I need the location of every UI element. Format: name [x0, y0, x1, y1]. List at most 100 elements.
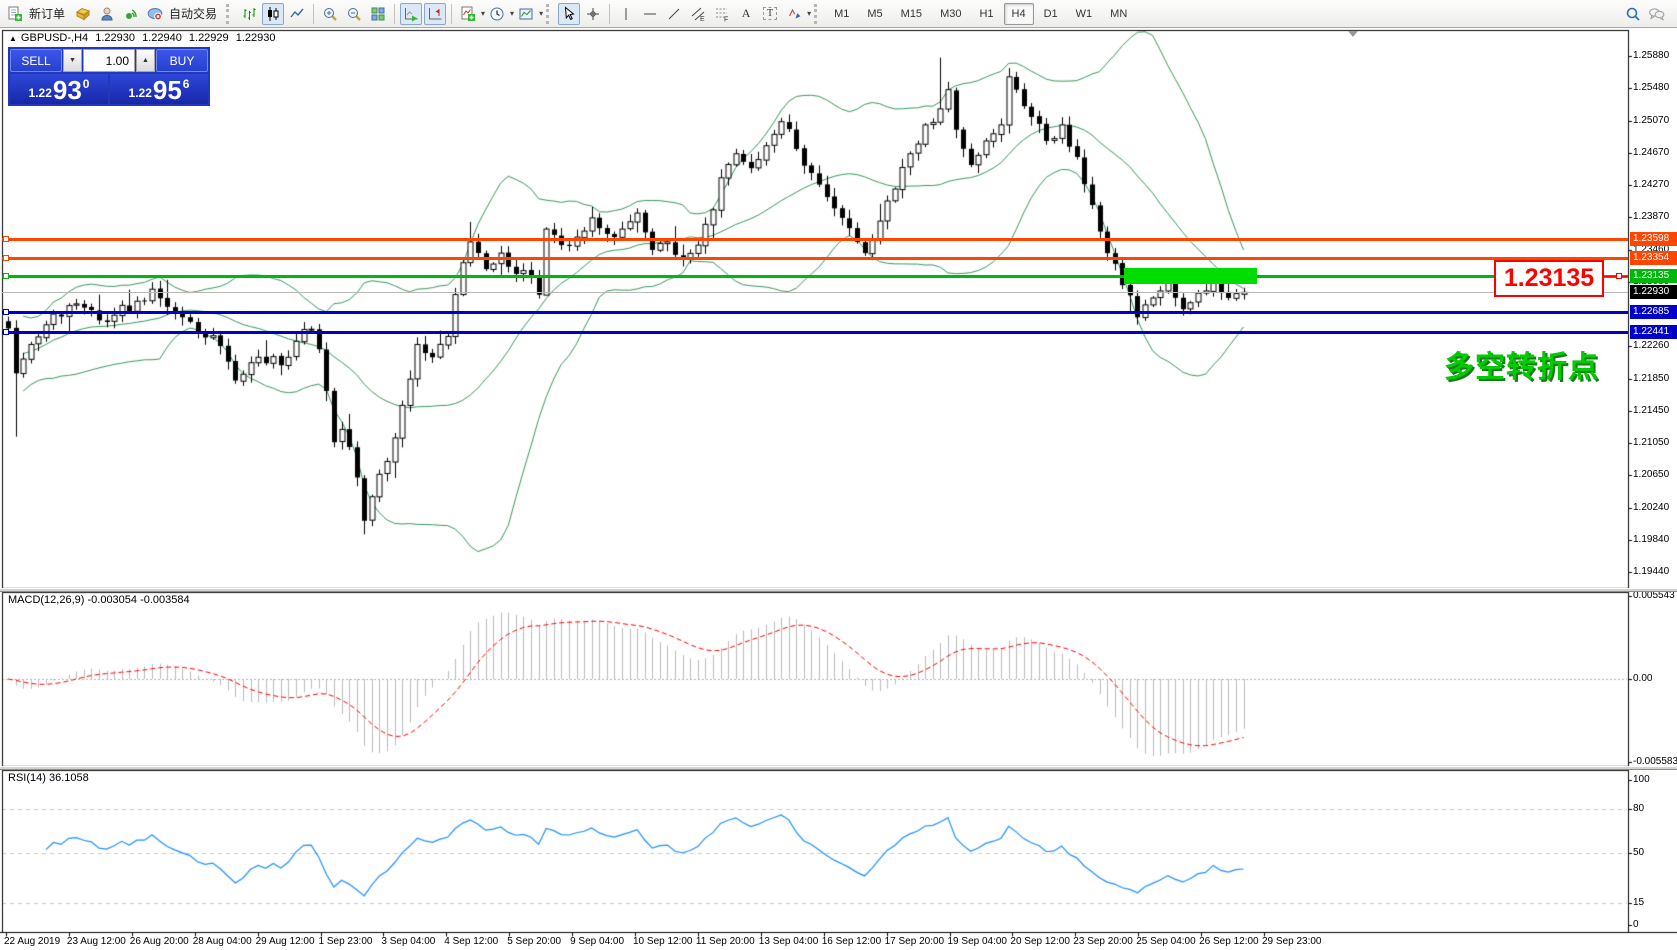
crosshair-icon[interactable]: [582, 3, 604, 25]
timeframe-button-m5[interactable]: M5: [867, 7, 883, 20]
horizontal-level-line[interactable]: [2, 331, 1628, 334]
symbol-name: GBPUSD-,H4: [20, 32, 89, 44]
candlestick-mode-icon[interactable]: [262, 2, 285, 25]
one-click-trading-panel: SELL ▼ ▲ BUY 1.22 93 0 1.22 95 6: [8, 47, 210, 106]
level-line-handle[interactable]: [3, 309, 9, 315]
zoom-in-icon[interactable]: [319, 3, 341, 25]
volume-input[interactable]: [83, 49, 135, 72]
timeframe-button-d1[interactable]: D1: [1043, 7, 1058, 20]
indicators-icon[interactable]: [457, 3, 479, 25]
time-tick-label: 20 Sep 12:00: [1010, 936, 1070, 947]
volume-increase-button[interactable]: ▲: [136, 49, 155, 72]
chat-icon[interactable]: [1646, 3, 1668, 25]
pane-separator[interactable]: [0, 588, 1677, 592]
fibonacci-retracement-icon[interactable]: F: [711, 3, 733, 25]
new-order-label[interactable]: 新订单: [29, 7, 66, 21]
chart-plot-surface[interactable]: [0, 28, 1677, 950]
current-price-tag: 1.22930: [1630, 285, 1677, 299]
line-chart-mode-icon[interactable]: [286, 3, 308, 25]
new-order-icon[interactable]: [4, 3, 26, 25]
signals-icon[interactable]: [120, 3, 142, 25]
bar-chart-mode-icon[interactable]: [238, 3, 260, 25]
buy-button[interactable]: BUY: [156, 49, 208, 72]
arrows-tool-icon[interactable]: [783, 3, 805, 25]
price-axis-tag: 1.22441: [1630, 325, 1677, 339]
chinese-annotation-text[interactable]: 多空转折点: [1444, 351, 1599, 384]
timeframe-button-m30[interactable]: M30: [940, 7, 962, 20]
callout-connector-line: [1600, 276, 1628, 277]
bid-price[interactable]: 1.22 93 0: [10, 74, 108, 104]
equidistant-channel-icon[interactable]: E: [687, 3, 709, 25]
ohlc-open: 1.22930: [95, 32, 135, 44]
rsi-title: RSI(14): [8, 772, 46, 784]
text-label-tool-icon[interactable]: T: [759, 3, 781, 25]
ohlc-close: 1.22930: [235, 32, 276, 44]
time-tick-label: 23 Sep 20:00: [1073, 936, 1133, 947]
vertical-line-icon[interactable]: [615, 3, 637, 25]
text-tool-icon[interactable]: A: [741, 6, 751, 20]
macd-signal-value: -0.003584: [140, 594, 190, 606]
auto-trading-label[interactable]: 自动交易: [169, 7, 218, 21]
macd-title: MACD(12,26,9): [8, 594, 85, 606]
price-tick-label: 1.25480: [1633, 82, 1670, 93]
timeframe-button-m1[interactable]: M1: [834, 7, 850, 20]
arrows-dropdown-icon[interactable]: ▾: [807, 9, 812, 18]
ask-price[interactable]: 1.22 95 6: [110, 74, 208, 104]
cursor-icon[interactable]: [558, 2, 581, 25]
symbol-collapse-icon[interactable]: ▲: [9, 34, 17, 43]
level-line-handle[interactable]: [3, 255, 9, 261]
pane-separator[interactable]: [0, 766, 1677, 770]
search-icon[interactable]: [1622, 3, 1644, 25]
periods-dropdown-icon[interactable]: ▾: [510, 9, 515, 18]
rsi-tick-label: 100: [1633, 774, 1650, 785]
auto-scroll-icon[interactable]: [400, 2, 423, 25]
auto-trading-icon[interactable]: [144, 3, 166, 25]
current-price-line: [2, 292, 1628, 293]
chart-profiles-icon[interactable]: [72, 3, 94, 25]
price-tick-label: 1.23870: [1633, 211, 1670, 222]
price-tick-label: 1.25070: [1633, 115, 1670, 126]
horizontal-line-icon[interactable]: [639, 3, 661, 25]
svg-text:F: F: [724, 16, 728, 22]
time-tick-label: 3 Sep 04:00: [381, 936, 436, 947]
timeframe-button-w1[interactable]: W1: [1075, 7, 1093, 20]
chart-shift-marker-icon[interactable]: [1348, 31, 1358, 37]
macd-pane-title: MACD(12,26,9) -0.003054 -0.003584: [8, 594, 190, 606]
price-callout-box[interactable]: 1.23135: [1494, 260, 1604, 297]
price-tick-label: 1.19840: [1633, 534, 1670, 545]
zoom-out-icon[interactable]: [343, 3, 365, 25]
trendline-icon[interactable]: [663, 3, 685, 25]
timeframe-button-h4[interactable]: H4: [1003, 2, 1034, 25]
timeframe-button-mn[interactable]: MN: [1110, 7, 1128, 20]
highlight-zone-rectangle[interactable]: [1124, 268, 1257, 284]
horizontal-level-line[interactable]: [2, 275, 1628, 278]
level-line-handle[interactable]: [3, 273, 9, 279]
price-tick-label: 1.21050: [1633, 437, 1670, 448]
callout-anchor-handle[interactable]: [1616, 273, 1622, 279]
templates-dropdown-icon[interactable]: ▾: [539, 9, 544, 18]
time-tick-label: 11 Sep 20:00: [695, 936, 755, 947]
time-tick-label: 29 Sep 23:00: [1262, 936, 1322, 947]
price-tick-label: 1.20650: [1633, 469, 1670, 480]
horizontal-level-line[interactable]: [2, 238, 1628, 241]
indicators-dropdown-icon[interactable]: ▾: [481, 9, 486, 18]
price-tick-label: 1.21450: [1633, 405, 1670, 416]
rsi-pane-title: RSI(14) 36.1058: [8, 772, 89, 784]
price-tick-label: 1.19440: [1633, 566, 1670, 577]
periods-icon[interactable]: [486, 3, 508, 25]
templates-icon[interactable]: [515, 3, 537, 25]
volume-decrease-button[interactable]: ▼: [63, 49, 82, 72]
sell-button[interactable]: SELL: [10, 49, 62, 72]
timeframe-button-h1[interactable]: H1: [979, 7, 994, 20]
chart-shift-icon[interactable]: [424, 2, 447, 25]
horizontal-level-line[interactable]: [2, 311, 1628, 314]
horizontal-level-line[interactable]: [2, 257, 1628, 260]
ask-prefix: 1.22: [128, 86, 152, 100]
level-line-handle[interactable]: [3, 329, 9, 335]
bid-prefix: 1.22: [28, 86, 52, 100]
macd-tick-label: -0.005583: [1633, 756, 1677, 767]
level-line-handle[interactable]: [3, 236, 9, 242]
tile-windows-icon[interactable]: [367, 3, 389, 25]
timeframe-button-m15[interactable]: M15: [900, 7, 923, 20]
community-icon[interactable]: [96, 3, 118, 25]
